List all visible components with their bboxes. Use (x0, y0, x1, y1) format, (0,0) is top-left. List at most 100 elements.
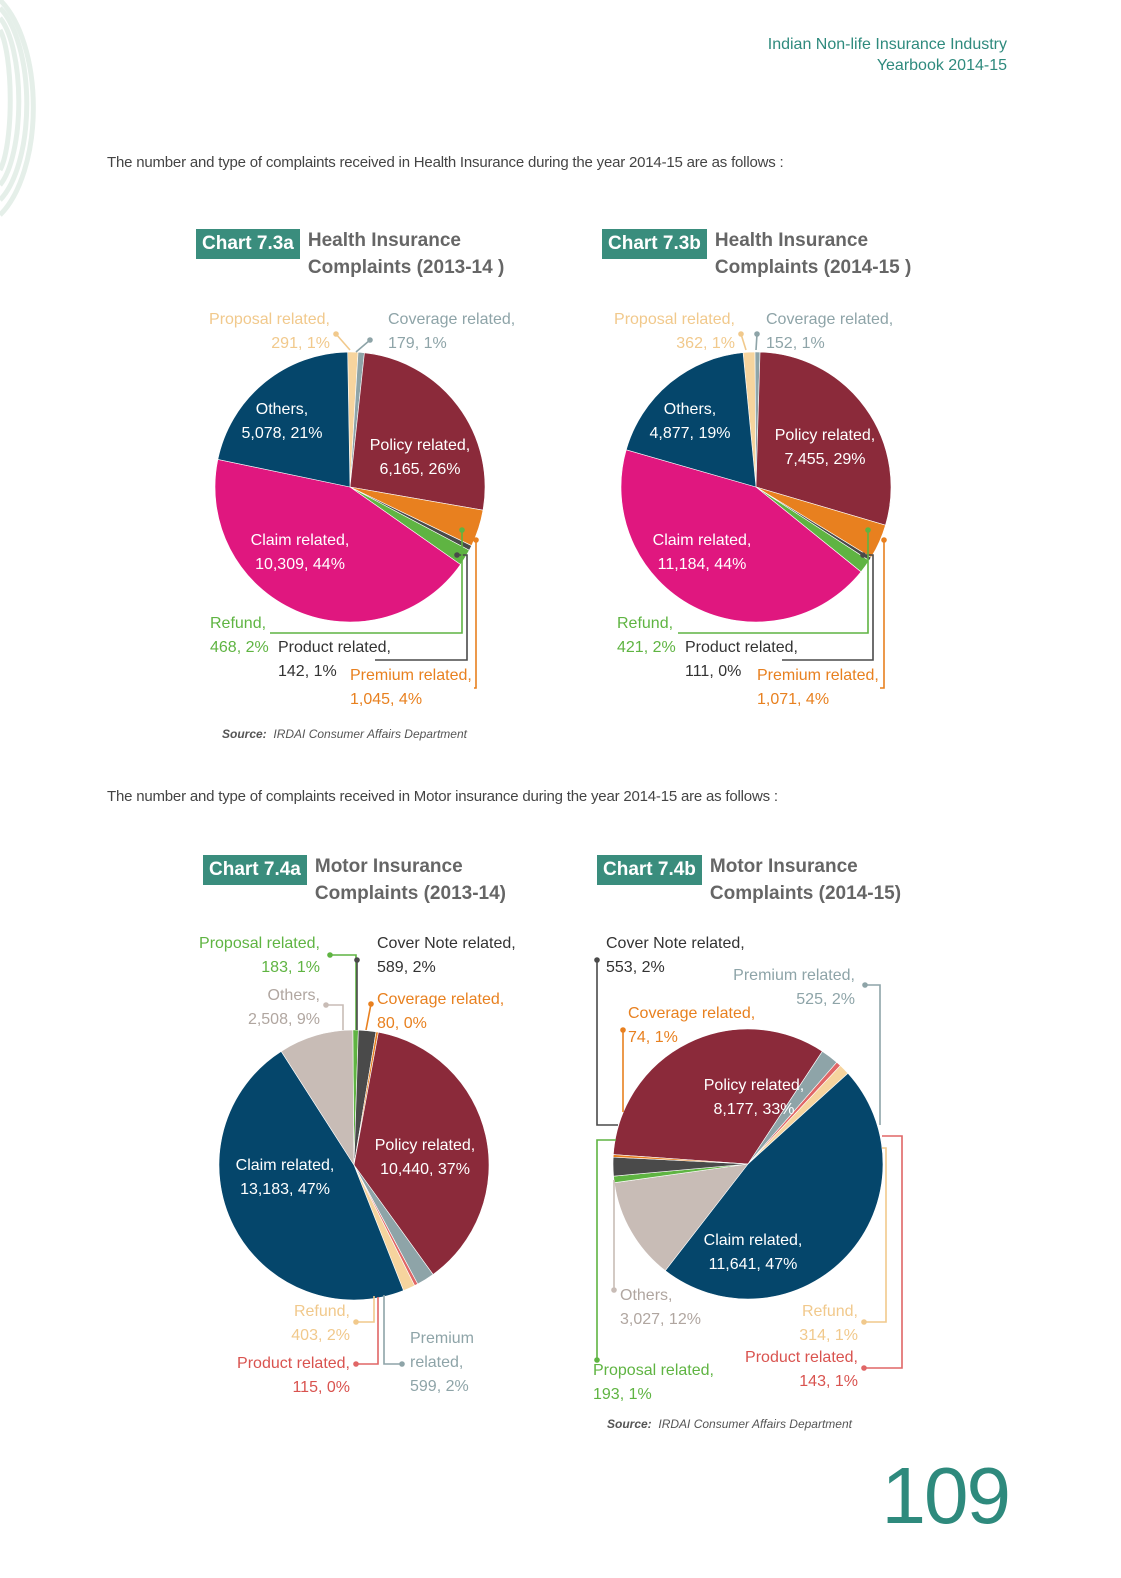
leader-dot (353, 1361, 359, 1367)
leader-line (383, 1295, 402, 1365)
chart-title: Motor Insurance Complaints (2013-14) (314, 856, 506, 904)
slice-label: Cover Note related, (377, 935, 516, 952)
pie-slice (214, 459, 461, 623)
slice-label: 13,183, 47% (240, 1181, 330, 1198)
pie-slice (612, 1154, 749, 1165)
slice-label: Proposal related, (199, 935, 320, 952)
slice-label: Policy related, (375, 1137, 476, 1154)
header-line-1: Indian Non-life Insurance Industry (767, 36, 1007, 53)
slice-label: Proposal related, (593, 1362, 714, 1379)
slice-label: Product related, (237, 1355, 350, 1372)
leader-dot (368, 1001, 374, 1007)
leader-line (365, 1003, 372, 1031)
slice-label: 421, 2% (617, 639, 676, 656)
slice-label: Product related, (745, 1349, 858, 1366)
pie-slice (353, 1031, 490, 1275)
slice-label: 80, 0% (377, 1015, 427, 1032)
leader-dot (594, 957, 600, 963)
page-header: Indian Non-life Insurance Industry Yearb… (768, 34, 1007, 76)
pie-slice (620, 449, 862, 623)
slice-label: Others, (268, 987, 320, 1004)
source-note-health: Source: IRDAI Consumer Affairs Departmen… (222, 727, 467, 741)
chart-7-4b-heading: Chart 7.4b Motor Insurance Complaints (2… (597, 855, 901, 907)
pie-chart-2: Proposal related, 183, 1% Cover Note relat… (199, 935, 516, 1396)
slice-label: 8,177, 33% (714, 1101, 795, 1118)
slice-label: 11,641, 47% (709, 1256, 798, 1273)
slice-label: 193, 1% (593, 1386, 652, 1403)
chart-title: Health Insurance Complaints (2014-15 ) (714, 230, 912, 278)
leader-dot (323, 1002, 329, 1008)
slice-label: 3,027, 12% (620, 1311, 701, 1328)
pie-slice (349, 352, 486, 511)
slice-label: Premium (410, 1330, 474, 1347)
pie-slice (664, 1072, 884, 1300)
slice-label: Claim related, (653, 532, 752, 549)
leader-dot (881, 537, 887, 543)
leader-dot (865, 527, 871, 533)
chart-title: Health Insurance Complaints (2013-14 ) (307, 230, 505, 278)
slice-label: 74, 1% (628, 1029, 678, 1046)
slice-label: Refund, (294, 1303, 350, 1320)
pie-slice (755, 351, 892, 526)
slice-label: 5,078, 21% (242, 425, 323, 442)
leader-dot (754, 331, 760, 337)
slice-label: 403, 2% (291, 1327, 350, 1344)
chart-7-3b-heading: Chart 7.3b Health Insurance Complaints (… (602, 229, 911, 281)
leader-line (678, 530, 869, 634)
slice-label: 111, 0% (685, 663, 741, 680)
chart-tag: Chart 7.4a (203, 855, 307, 885)
pie-slice (218, 1050, 404, 1301)
chart-tag: Chart 7.3b (602, 229, 707, 259)
slice-label: Cover Note related, (606, 935, 745, 952)
pie-slice (217, 351, 351, 488)
slice-label: 525, 2% (796, 991, 855, 1008)
source-note-motor: Source: IRDAI Consumer Affairs Departmen… (607, 1417, 852, 1431)
slice-label: 1,045, 4% (350, 691, 422, 708)
slice-label: 11,184, 44% (658, 556, 747, 573)
leader-line (474, 540, 477, 689)
leader-line (864, 1147, 887, 1323)
leader-dot (459, 527, 465, 533)
slice-label: 7,455, 29% (785, 451, 866, 468)
slice-label: Product related, (685, 639, 798, 656)
chart-title: Motor Insurance Complaints (2014-15) (709, 856, 902, 904)
pie-slice (613, 1163, 749, 1272)
intro-health: The number and type of complaints receiv… (107, 154, 784, 171)
slice-label: Others, (620, 1287, 672, 1304)
chart-tag: Chart 7.3a (196, 229, 300, 259)
leader-dot (473, 537, 479, 543)
slice-label: Coverage related, (388, 311, 515, 328)
slice-label: Premium related, (733, 967, 855, 984)
slice-label: 2,508, 9% (248, 1011, 320, 1028)
slice-label: Coverage related, (377, 991, 504, 1008)
leader-line (865, 984, 881, 1125)
slice-label: 589, 2% (377, 959, 436, 976)
page-number: 109 (881, 1451, 1011, 1540)
slice-label: 10,309, 44% (255, 556, 345, 573)
leader-dot (594, 1357, 600, 1363)
slice-label: 599, 2% (410, 1378, 469, 1395)
slice-label: Refund, (802, 1303, 858, 1320)
slice-label: 179, 1% (388, 335, 447, 352)
slice-label: Policy related, (775, 427, 876, 444)
leader-line (326, 1004, 344, 1030)
slice-label: Claim related, (251, 532, 350, 549)
pie-chart-0: Proposal related, 291, 1% Coverage related… (209, 311, 515, 708)
slice-label: 142, 1% (278, 663, 337, 680)
leader-line (355, 339, 371, 353)
slice-label: Coverage related, (766, 311, 893, 328)
leader-dot (354, 957, 360, 963)
leader-line (864, 1135, 903, 1369)
slice-label: related, (410, 1354, 463, 1371)
leader-line (880, 540, 885, 689)
slice-label: 143, 1% (799, 1373, 858, 1390)
leader-line (330, 954, 357, 1030)
pie-chart-1: Proposal related, 362, 1% Coverage related… (614, 311, 893, 708)
chart-7-3a-heading: Chart 7.3a Health Insurance Complaints (… (196, 229, 504, 281)
leader-line (596, 960, 618, 1126)
slice-label: 152, 1% (766, 335, 825, 352)
slice-label: 468, 2% (210, 639, 269, 656)
slice-label: Premium related, (757, 667, 879, 684)
slice-label: 6,165, 26% (380, 461, 461, 478)
